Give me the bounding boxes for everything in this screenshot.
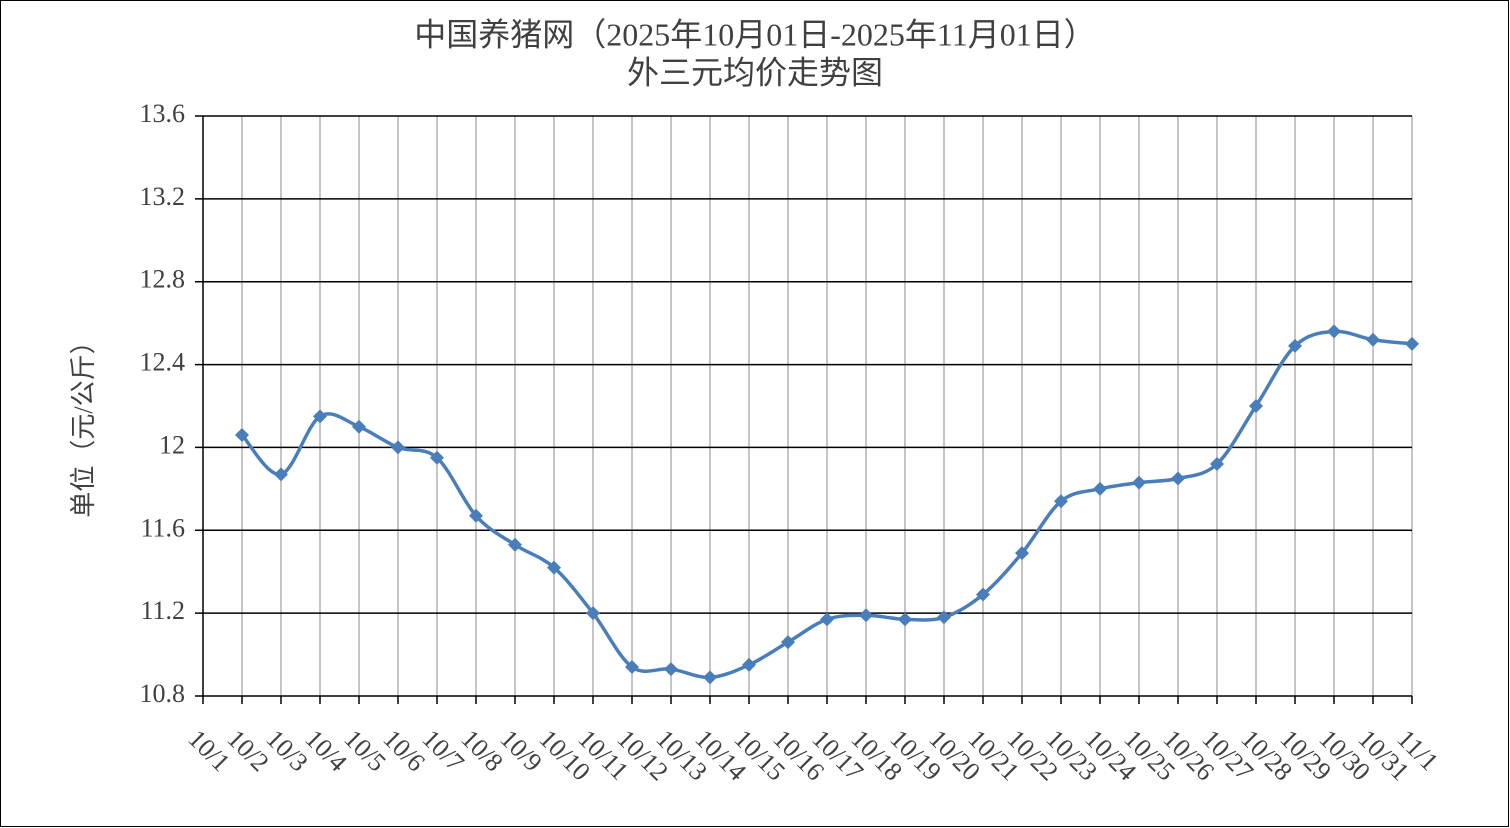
marker	[1366, 332, 1380, 347]
marker	[976, 587, 990, 602]
marker	[547, 560, 561, 575]
marker	[313, 409, 327, 424]
y-tick-label: 11.6	[140, 513, 185, 542]
y-tick-label: 11.2	[140, 596, 185, 625]
marker	[469, 508, 483, 523]
marker	[1249, 399, 1263, 413]
y-axis-label: 单位（元/公斤）	[69, 328, 98, 517]
marker	[859, 608, 873, 623]
chart-title: 中国养猪网（2025年10月01日-2025年11月01日）	[414, 16, 1095, 52]
marker	[1054, 494, 1068, 509]
marker	[1210, 457, 1224, 471]
marker	[352, 419, 366, 434]
y-tick-label: 13.2	[140, 182, 186, 211]
y-tick-label: 10.8	[140, 679, 186, 708]
y-tick-label: 13.6	[140, 99, 186, 128]
marker	[664, 662, 678, 677]
marker	[586, 606, 600, 621]
marker	[820, 612, 834, 627]
marker	[508, 537, 522, 552]
marker	[1288, 338, 1302, 353]
chart-subtitle: 外三元均价走势图	[627, 54, 883, 90]
y-tick-label: 12.4	[140, 348, 186, 377]
marker	[1405, 336, 1419, 351]
y-tick-label: 12	[159, 430, 185, 459]
marker	[235, 428, 249, 442]
marker	[430, 450, 444, 465]
marker	[781, 635, 795, 650]
marker	[391, 440, 405, 455]
y-tick-label: 12.8	[140, 265, 186, 294]
marker	[274, 467, 288, 482]
marker	[1327, 324, 1341, 339]
marker	[937, 610, 951, 625]
marker	[742, 657, 756, 672]
marker	[1132, 475, 1146, 490]
marker	[1093, 481, 1107, 496]
marker	[1015, 546, 1029, 561]
marker	[703, 670, 717, 685]
marker	[625, 660, 639, 674]
marker	[898, 612, 912, 627]
marker	[1171, 471, 1185, 486]
